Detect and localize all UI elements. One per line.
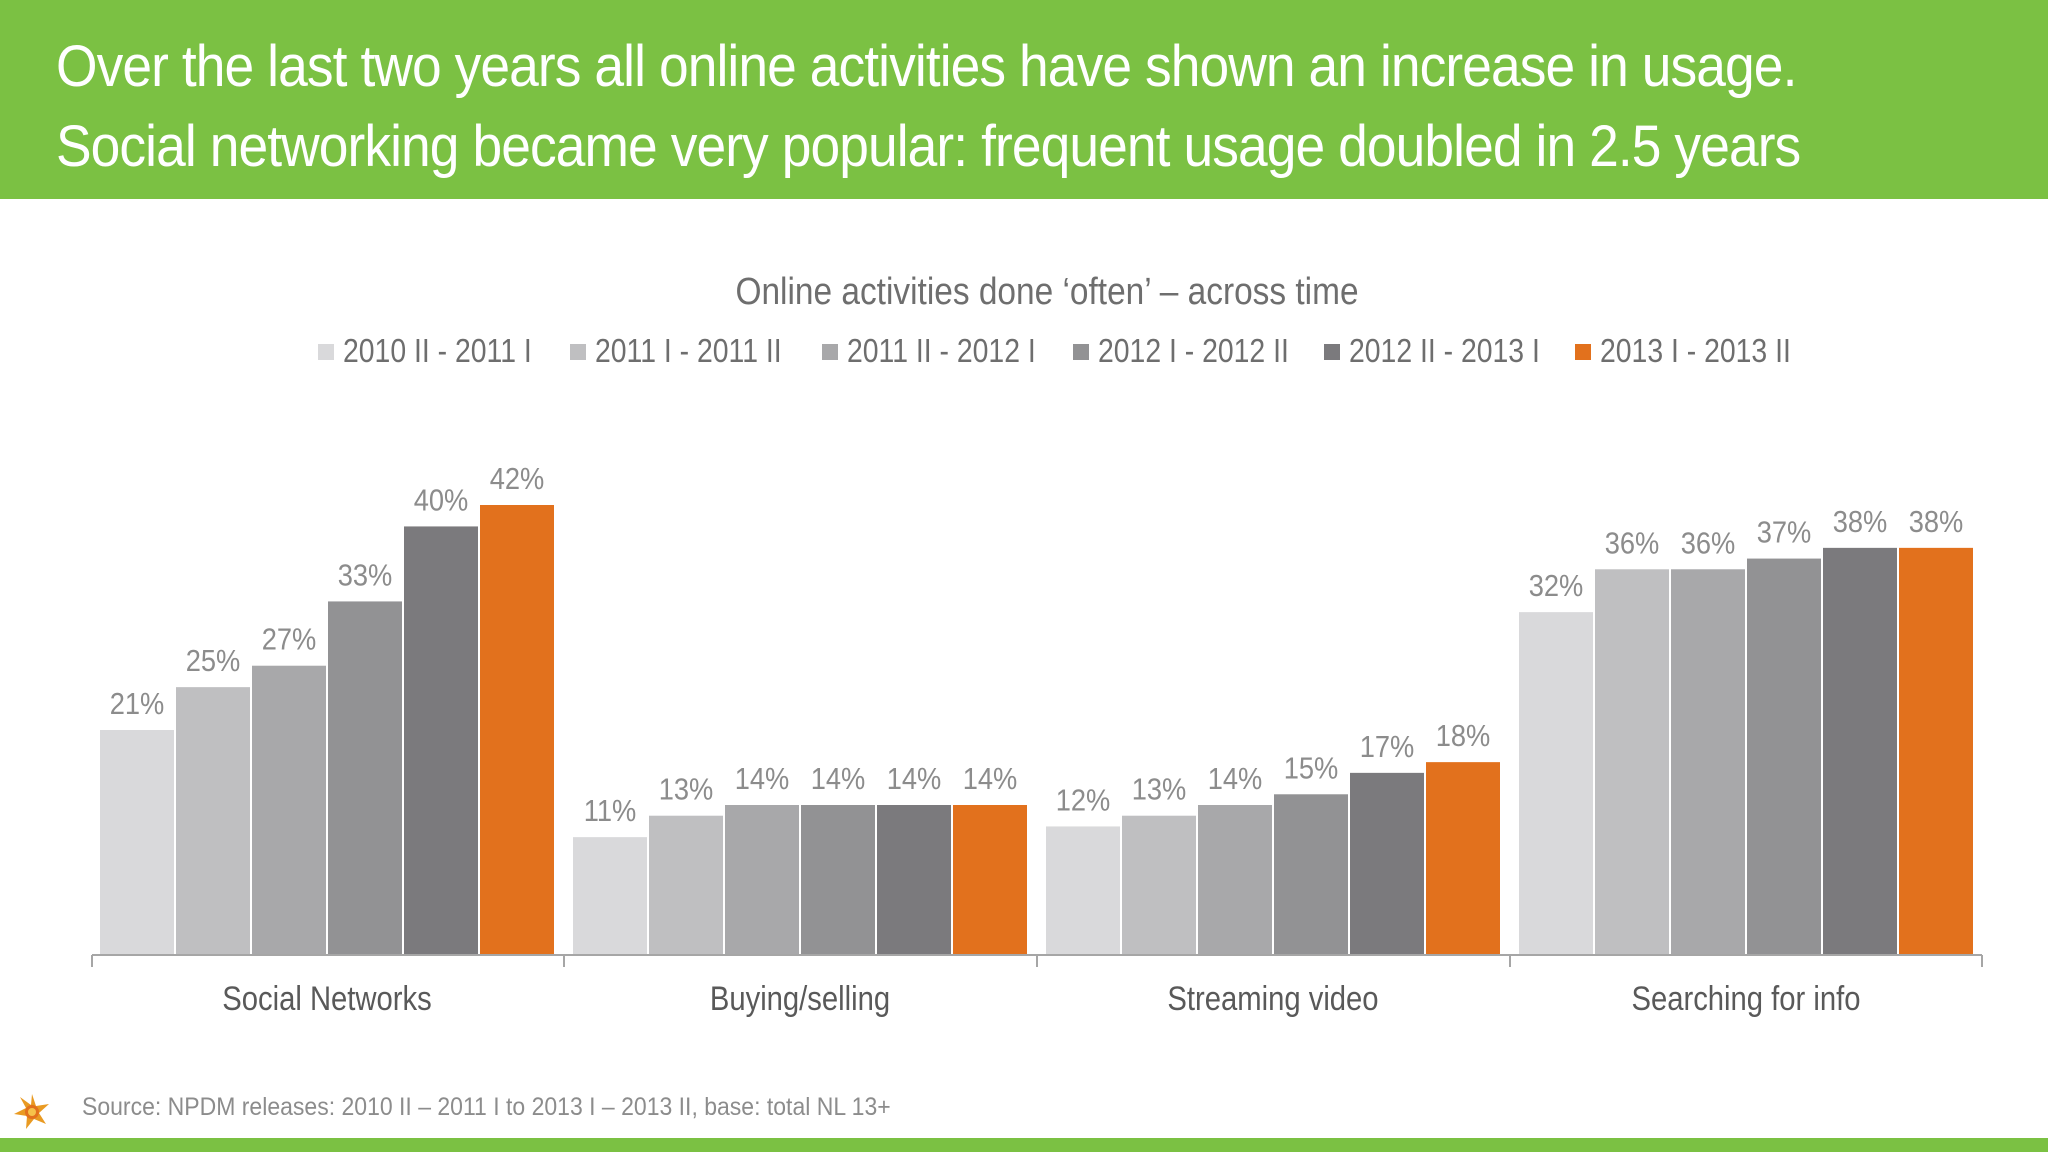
bar [1122,815,1196,955]
legend-swatch [570,344,586,360]
chart-legend: 2010 II - 2011 I 2011 I - 2011 II 2011 II … [318,332,1791,370]
category-label: Searching for info [1631,979,1860,1018]
sun-logo-icon [14,1094,49,1129]
bar [1426,762,1500,955]
bar-value-label: 14% [811,762,866,796]
legend-label: 2011 I - 2011 II [595,332,782,370]
bar-chart: Online activities done ‘often’ – across … [91,270,1983,1018]
bar-value-label: 14% [963,762,1018,796]
bar-value-label: 27% [262,623,317,657]
bar [252,665,326,955]
legend-swatch [1575,344,1591,360]
bar-value-label: 38% [1909,505,1964,539]
legend-swatch [1073,344,1089,360]
bar [1198,805,1272,955]
bar [328,601,402,955]
bar-value-label: 11% [584,795,637,829]
bar [953,805,1027,955]
chart-bars [100,505,1973,955]
legend-item: 2012 I - 2012 II [1073,332,1289,370]
bar-value-label: 14% [887,762,942,796]
legend-item: 2011 I - 2011 II [570,332,782,370]
category-label: Streaming video [1167,979,1378,1018]
bar-value-label: 13% [1132,773,1187,807]
bar [1899,547,1973,955]
bar [1274,794,1348,955]
legend-swatch [318,344,334,360]
headline-line-1: Over the last two years all online activ… [56,34,1797,99]
bar-value-label: 18% [1436,720,1491,754]
bar [1823,547,1897,955]
legend-label: 2012 I - 2012 II [1098,332,1289,370]
legend-label: 2013 I - 2013 II [1600,332,1791,370]
bar [1046,826,1120,955]
bar-value-label: 21% [110,687,165,721]
legend-item: 2010 II - 2011 I [318,332,532,370]
bar [1671,569,1745,955]
chart-title: Online activities done ‘often’ – across … [735,270,1358,312]
bar-value-label: 25% [186,645,241,679]
chart-area: Online activities done ‘often’ – across … [0,199,2048,1139]
legend-item: 2013 I - 2013 II [1575,332,1791,370]
category-label: Social Networks [222,979,431,1018]
bar [1350,772,1424,955]
bar-value-label: 40% [414,484,469,518]
bar [480,505,554,955]
bar [573,837,647,955]
legend-label: 2010 II - 2011 I [343,332,532,370]
bar-value-label: 14% [735,762,790,796]
bar-value-label: 17% [1360,730,1415,764]
bar [404,526,478,955]
bar [176,687,250,955]
source-note: Source: NPDM releases: 2010 II – 2011 I … [82,1093,891,1121]
chart-value-labels: 21% 25% 27% 33% 40% 42% 11% 13% 14% 14% 14% 14% 12% 1… [110,462,1964,828]
category-label: Buying/selling [710,979,890,1018]
bar [801,805,875,955]
bar [1747,558,1821,955]
legend-swatch [822,344,838,360]
legend-label: 2012 II - 2013 I [1349,332,1540,370]
bar [100,730,174,955]
legend-item: 2011 II - 2012 I [822,332,1036,370]
bar-value-label: 38% [1833,505,1888,539]
bar [725,805,799,955]
footer-bar [0,1138,2048,1152]
bar [649,815,723,955]
legend-label: 2011 II - 2012 I [847,332,1036,370]
chart-category-labels: Social Networks Buying/selling Streaming v… [222,979,1860,1018]
legend-swatch [1324,344,1340,360]
legend-item: 2012 II - 2013 I [1324,332,1540,370]
headline-line-2: Social networking became very popular: f… [56,114,1801,179]
x-axis [91,954,1983,967]
bar-value-label: 37% [1757,516,1812,550]
bar [1519,612,1593,955]
bar-value-label: 14% [1208,762,1263,796]
bar [877,805,951,955]
header-banner: Over the last two years all online activ… [0,0,2048,199]
bar-value-label: 13% [659,773,714,807]
bar-value-label: 33% [338,559,393,593]
bar-value-label: 15% [1284,752,1339,786]
bar-value-label: 32% [1529,570,1584,604]
bar-value-label: 36% [1605,527,1660,561]
bar [1595,569,1669,955]
bar-value-label: 12% [1056,784,1111,818]
bar-value-label: 42% [490,462,545,496]
bar-value-label: 36% [1681,527,1736,561]
